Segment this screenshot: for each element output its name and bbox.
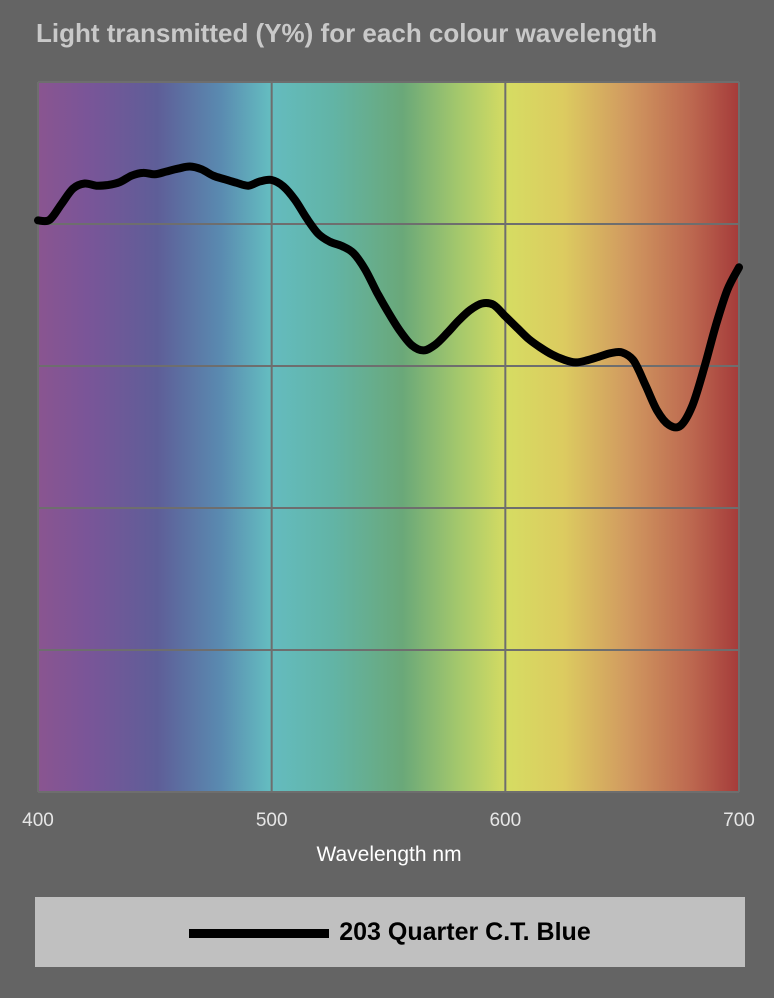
- x-tick-label: 600: [489, 810, 521, 831]
- chart-plot: 400 500 600 700 Wavelength nm: [22, 81, 755, 866]
- grid-lines: [37, 81, 740, 793]
- x-axis-label: Wavelength nm: [316, 843, 461, 866]
- series-line-203-quarter-ct-blue: [34, 162, 743, 432]
- x-tick-label: 700: [723, 810, 755, 831]
- chart-title: Light transmitted (Y%) for each colour w…: [36, 18, 658, 48]
- x-tick-labels: 400 500 600 700: [22, 810, 755, 831]
- plot-background: [38, 82, 739, 792]
- legend-swatch: [189, 928, 330, 938]
- x-tick-label: 500: [256, 810, 288, 831]
- x-tick-label: 400: [22, 810, 54, 831]
- legend: 203 Quarter C.T. Blue: [35, 897, 745, 967]
- legend-label: 203 Quarter C.T. Blue: [339, 917, 591, 946]
